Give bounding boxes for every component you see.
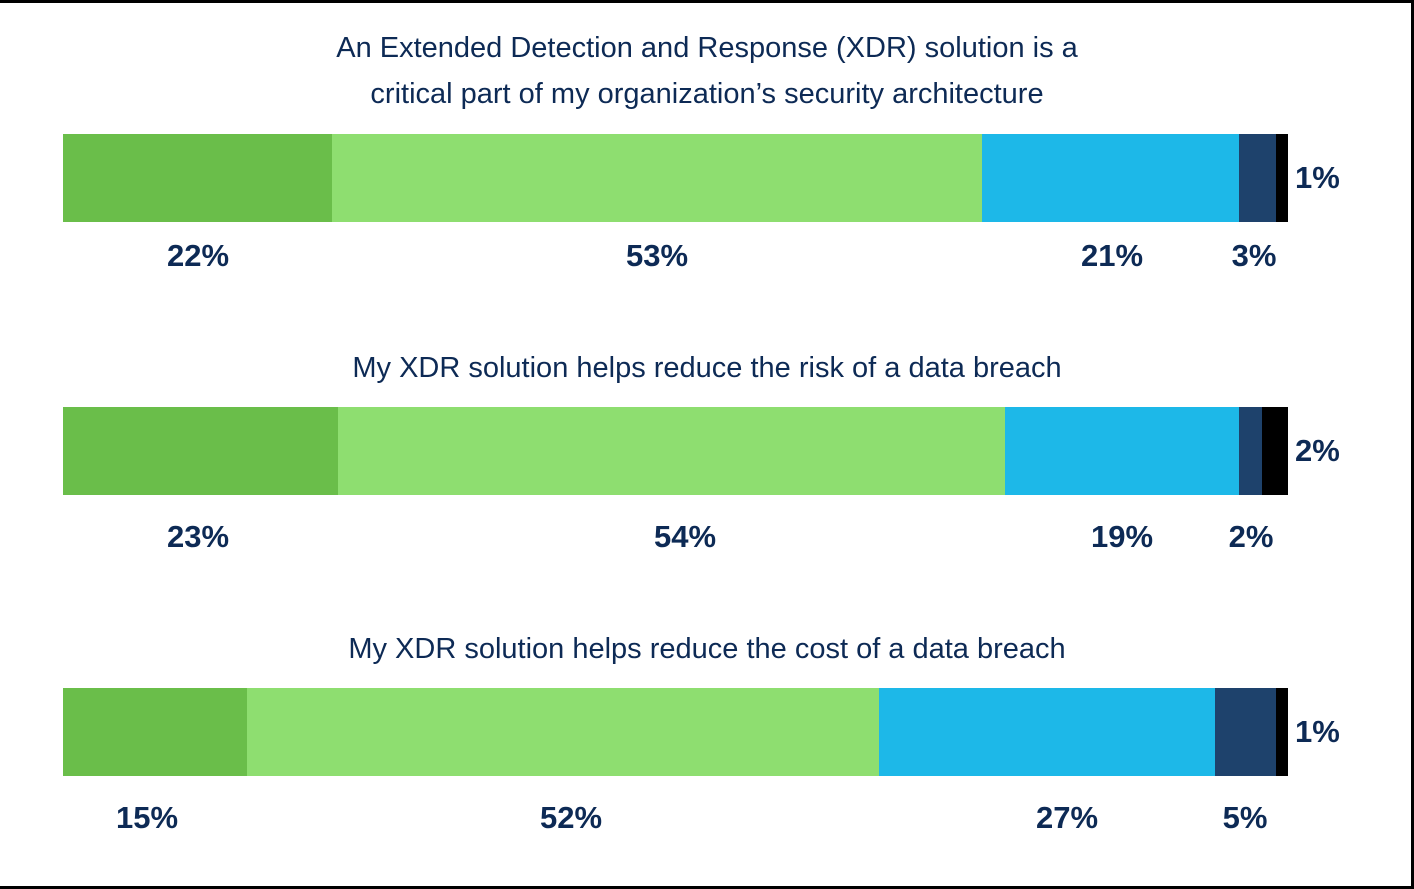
chart-2-label-2: 54% (653, 519, 717, 554)
segment-strongly-agree (63, 407, 338, 495)
chart-1-label-2: 53% (625, 238, 689, 273)
segment-strongly-disagree (1262, 407, 1288, 495)
chart-1-title: An Extended Detection and Response (XDR)… (0, 25, 1414, 117)
segment-strongly-disagree (1276, 134, 1288, 222)
chart-2-side-label: 2% (1295, 433, 1340, 468)
segment-strongly-agree (63, 134, 332, 222)
chart-1-label-4: 3% (1231, 238, 1277, 273)
chart-1-title-line-1: An Extended Detection and Response (XDR)… (336, 32, 1078, 64)
chart-2-title-line-1: My XDR solution helps reduce the risk of… (352, 352, 1062, 384)
segment-disagree (1239, 134, 1276, 222)
chart-3-label-2: 52% (539, 800, 603, 835)
segment-agree (338, 407, 1005, 495)
segment-agree (332, 134, 982, 222)
chart-2-label-3: 19% (1090, 519, 1154, 554)
chart-3-side-label: 1% (1295, 714, 1340, 749)
segment-neutral (1005, 407, 1239, 495)
chart-3-label-4: 5% (1222, 800, 1268, 835)
chart-3-stacked-bar (63, 688, 1288, 776)
segment-neutral (879, 688, 1215, 776)
chart-3-title-line-1: My XDR solution helps reduce the cost of… (348, 633, 1066, 665)
segment-agree (247, 688, 879, 776)
chart-2-stacked-bar (63, 407, 1288, 495)
chart-2-title: My XDR solution helps reduce the risk of… (0, 345, 1414, 391)
chart-1-label-1: 22% (166, 238, 230, 273)
chart-3-title: My XDR solution helps reduce the cost of… (0, 626, 1414, 672)
chart-1-stacked-bar (63, 134, 1288, 222)
chart-2-label-4: 2% (1228, 519, 1274, 554)
segment-disagree (1239, 407, 1262, 495)
chart-1-side-label: 1% (1295, 160, 1340, 195)
chart-2-label-1: 23% (166, 519, 230, 554)
segment-strongly-disagree (1276, 688, 1288, 776)
chart-1-title-line-2: critical part of my organization’s secur… (370, 78, 1044, 110)
chart-3-label-3: 27% (1035, 800, 1099, 835)
chart-3-label-1: 15% (115, 800, 179, 835)
chart-1-label-3: 21% (1080, 238, 1144, 273)
segment-strongly-agree (63, 688, 247, 776)
segment-disagree (1215, 688, 1276, 776)
segment-neutral (982, 134, 1239, 222)
